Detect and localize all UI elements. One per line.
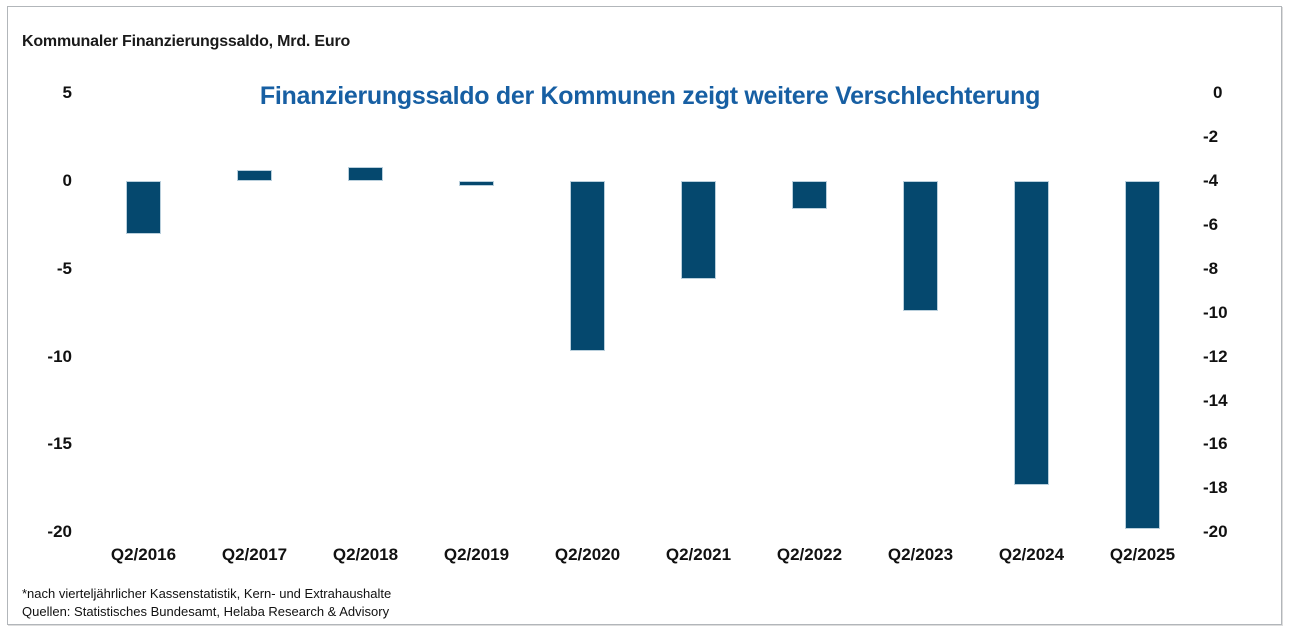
right-axis-tick-label: -8 <box>1203 258 1219 278</box>
chart-header-label: Kommunaler Finanzierungssaldo, Mrd. Euro <box>22 33 351 50</box>
right-axis-tick-label: -14 <box>1203 390 1228 410</box>
bar-q2-2018 <box>348 166 383 181</box>
bar-q2-2017 <box>237 170 272 181</box>
x-axis-label: Q2/2023 <box>887 545 954 564</box>
footnote-method: *nach vierteljährlicher Kassenstatistik,… <box>22 586 392 601</box>
right-axis-tick-label: -20 <box>1203 522 1228 542</box>
left-axis-tick-label: 0 <box>62 170 72 190</box>
right-axis-tick-label: 0 <box>1213 83 1223 102</box>
x-axis-label: Q2/2020 <box>554 545 621 564</box>
left-axis-tick-label: -20 <box>47 522 72 542</box>
bar-q2-2022 <box>792 180 827 209</box>
bar-q2-2024 <box>1014 180 1049 485</box>
right-axis-tick-label: -16 <box>1203 434 1228 454</box>
x-axis-label: Q2/2017 <box>221 545 288 564</box>
x-axis-label: Q2/2019 <box>443 545 510 564</box>
bar-q2-2020 <box>570 180 605 352</box>
x-axis-label: Q2/2025 <box>1109 545 1176 564</box>
left-axis-tick-label: -5 <box>56 258 72 278</box>
bar-q2-2023 <box>903 180 938 311</box>
right-axis-tick-label: -12 <box>1203 346 1228 366</box>
x-axis-label: Q2/2021 <box>665 545 732 564</box>
right-axis-tick-label: -6 <box>1203 214 1219 234</box>
right-axis-tick-label: -18 <box>1203 478 1228 498</box>
bar-q2-2025 <box>1125 180 1160 529</box>
right-axis-tick-label: -2 <box>1203 126 1219 146</box>
left-axis-tick-label: -10 <box>47 346 72 366</box>
x-axis-label: Q2/2022 <box>776 545 843 564</box>
chart-title: Finanzierungssaldo der Kommunen zeigt we… <box>259 82 1041 110</box>
left-axis-tick-label: -15 <box>47 434 72 454</box>
x-axis-label: Q2/2024 <box>998 545 1065 564</box>
right-axis-tick-label: -10 <box>1203 302 1228 322</box>
x-axis-label: Q2/2018 <box>332 545 399 564</box>
bar-q2-2019 <box>459 180 494 187</box>
footnote-sources: Quellen: Statistisches Bundesamt, Helaba… <box>22 604 390 619</box>
bar-q2-2021 <box>681 180 716 280</box>
left-axis-tick-label: 5 <box>62 83 72 102</box>
bar-q2-2016 <box>126 180 161 234</box>
x-axis-label: Q2/2016 <box>110 545 177 564</box>
card-border-frame <box>7 6 1282 625</box>
right-axis-tick-label: -4 <box>1203 170 1219 190</box>
